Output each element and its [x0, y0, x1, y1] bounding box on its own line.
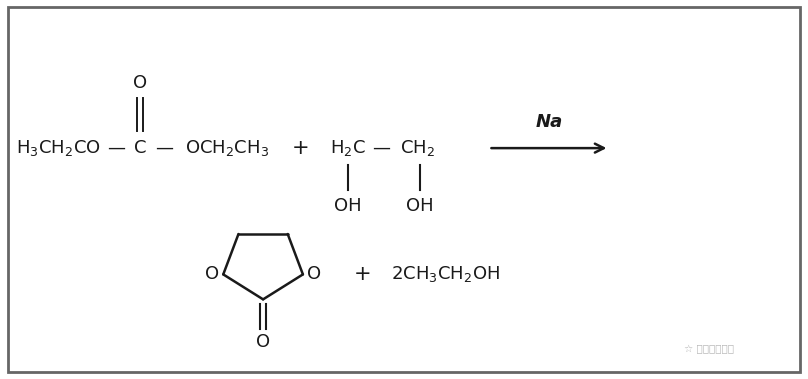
Text: ☆ 锂电联盟会长: ☆ 锂电联盟会长: [684, 344, 734, 354]
Text: +: +: [292, 138, 309, 158]
Text: O: O: [133, 74, 147, 92]
Text: $\mathregular{H_3CH_2CO}$: $\mathregular{H_3CH_2CO}$: [16, 138, 101, 158]
Text: C: C: [133, 139, 146, 157]
Text: $\mathregular{2CH_3CH_2OH}$: $\mathregular{2CH_3CH_2OH}$: [391, 264, 500, 283]
Text: $\mathregular{OCH_2CH_3}$: $\mathregular{OCH_2CH_3}$: [185, 138, 269, 158]
Text: Na: Na: [536, 113, 562, 131]
Text: OH: OH: [406, 197, 434, 215]
Text: $\mathregular{CH_2}$: $\mathregular{CH_2}$: [400, 138, 435, 158]
Text: O: O: [205, 265, 219, 283]
Text: +: +: [354, 264, 372, 283]
Text: —: —: [155, 139, 173, 157]
Text: OH: OH: [334, 197, 361, 215]
Text: —: —: [107, 139, 124, 157]
Text: —: —: [372, 139, 390, 157]
Text: $\mathregular{H_2C}$: $\mathregular{H_2C}$: [330, 138, 366, 158]
FancyBboxPatch shape: [8, 8, 800, 371]
Text: O: O: [256, 333, 270, 351]
Text: O: O: [307, 265, 322, 283]
